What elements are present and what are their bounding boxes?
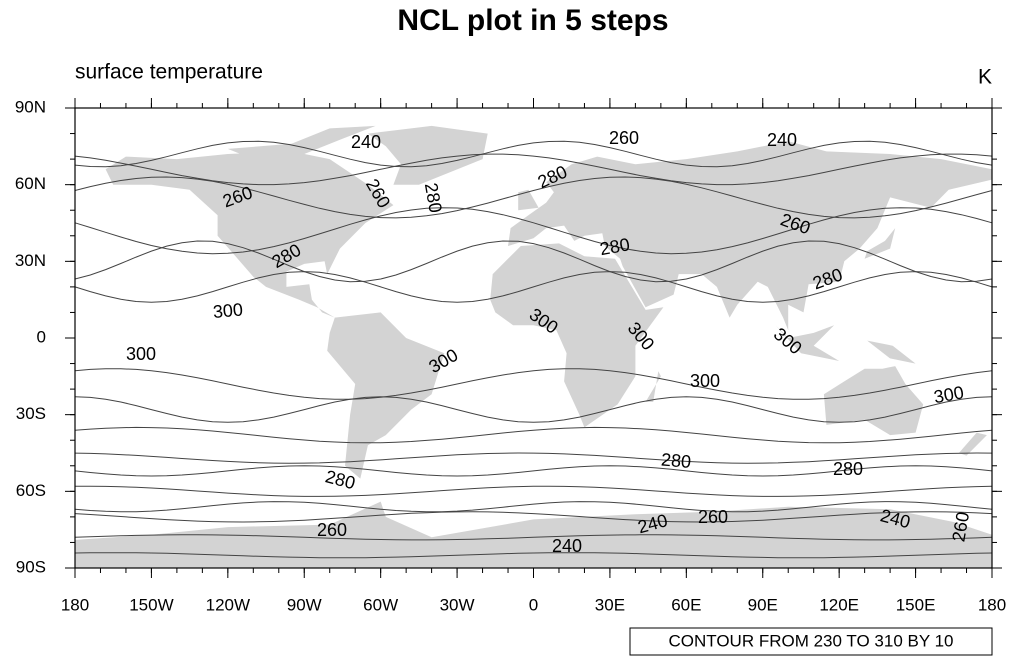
contour-line bbox=[74, 501, 993, 513]
right-string: K bbox=[978, 66, 992, 89]
contour-lines bbox=[74, 140, 993, 559]
contour-line bbox=[74, 534, 993, 541]
land-mass bbox=[775, 325, 840, 361]
contour-label: 240 bbox=[552, 536, 582, 556]
contour-label: 300 bbox=[932, 382, 965, 407]
title: NCL plot in 5 steps bbox=[397, 4, 668, 37]
lon-tick-label: 90E bbox=[748, 595, 778, 614]
lat-tick-label: 60S bbox=[16, 481, 46, 500]
land-mass bbox=[327, 312, 445, 479]
lon-tick-label: 120W bbox=[206, 595, 250, 614]
contour-line bbox=[74, 465, 993, 477]
lat-tick-label: 30S bbox=[16, 404, 46, 423]
contour-label: 300 bbox=[770, 324, 806, 359]
contour-line bbox=[74, 240, 993, 283]
axis-ticks bbox=[65, 98, 1002, 578]
land-mass bbox=[645, 371, 661, 402]
lon-tick-label: 180 bbox=[978, 595, 1006, 614]
land-mass bbox=[823, 366, 924, 436]
contour-line bbox=[74, 207, 993, 255]
info-label: CONTOUR FROM 230 TO 310 BY 10 bbox=[668, 631, 953, 650]
land-mass bbox=[227, 125, 376, 160]
contour-line bbox=[74, 511, 993, 523]
contour-line bbox=[74, 485, 993, 497]
land-mass bbox=[518, 189, 539, 211]
info-box bbox=[629, 627, 993, 656]
contour-line bbox=[74, 176, 993, 219]
lat-tick-label: 90N bbox=[15, 97, 46, 116]
contour-label: 280 bbox=[421, 181, 446, 214]
contour-label: 300 bbox=[690, 371, 720, 391]
lat-tick-label: 90S bbox=[16, 557, 46, 576]
contour-line bbox=[74, 368, 993, 400]
lon-tick-label: 30E bbox=[595, 595, 625, 614]
contour-line bbox=[74, 452, 993, 464]
contour-label: 240 bbox=[767, 130, 797, 150]
lon-tick-label: 120E bbox=[819, 595, 859, 614]
land-mass bbox=[508, 141, 992, 331]
contour-label: 300 bbox=[212, 299, 244, 322]
lon-tick-label: 180 bbox=[61, 595, 89, 614]
land-mass bbox=[75, 501, 992, 568]
lat-tick-label: 0 bbox=[37, 327, 46, 346]
lon-tick-label: 60E bbox=[671, 595, 701, 614]
contour-label: 240 bbox=[351, 132, 381, 152]
land-mass bbox=[867, 340, 916, 364]
contour-label: 260 bbox=[317, 520, 347, 540]
land bbox=[75, 125, 992, 568]
land-mass bbox=[864, 228, 896, 259]
contour-label: 280 bbox=[833, 459, 863, 479]
contour-line bbox=[74, 396, 993, 423]
contour-label: 280 bbox=[660, 449, 692, 472]
land-mass bbox=[958, 432, 987, 456]
contour-label: 260 bbox=[609, 128, 639, 148]
left-string: surface temperature bbox=[75, 61, 263, 84]
land-mass bbox=[367, 125, 488, 185]
lon-tick-label: 150E bbox=[896, 595, 936, 614]
lon-tick-label: 0 bbox=[529, 595, 538, 614]
lat-tick-label: 30N bbox=[15, 251, 46, 270]
contour-line bbox=[74, 552, 993, 559]
contour-line bbox=[74, 426, 993, 444]
lon-tick-label: 60W bbox=[363, 595, 398, 614]
lon-tick-label: 30W bbox=[440, 595, 475, 614]
contour-label: 260 bbox=[698, 507, 728, 527]
contour-line bbox=[74, 153, 993, 186]
contour-label: 300 bbox=[126, 344, 156, 364]
contour-line bbox=[74, 140, 993, 168]
lat-tick-label: 60N bbox=[15, 174, 46, 193]
lon-tick-label: 90W bbox=[287, 595, 322, 614]
contour-line bbox=[74, 271, 993, 303]
land-mass bbox=[105, 151, 394, 318]
lon-tick-label: 150W bbox=[129, 595, 173, 614]
land-mass bbox=[490, 243, 664, 428]
